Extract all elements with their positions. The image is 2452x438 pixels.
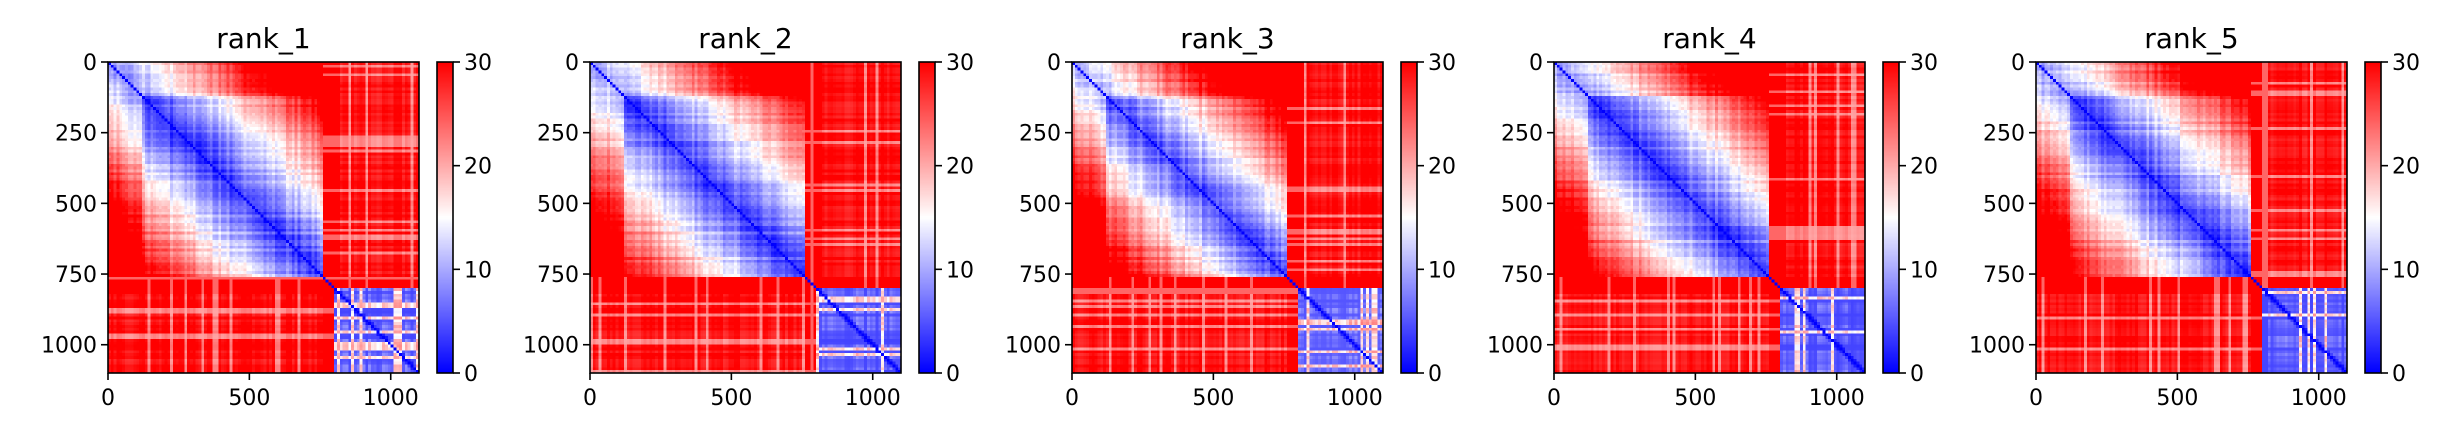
y-tick-label: 1000 (1487, 334, 1543, 359)
heatmap-image (1072, 62, 1383, 373)
y-tick-label: 0 (565, 51, 579, 76)
y-tick-label: 500 (1501, 192, 1543, 217)
axes-frame (1071, 61, 1384, 374)
x-tick-label: 500 (1192, 386, 1234, 411)
y-tick-label: 500 (55, 192, 97, 217)
y-tick-label: 500 (1019, 192, 1061, 217)
x-tick-label: 500 (1674, 386, 1716, 411)
colorbar (437, 62, 453, 373)
heatmap-panel-3: rank_3 0 500 1000 0 250 500 750 1000 0 10 20 30 (1005, 22, 1456, 411)
y-tick-label: 0 (1529, 51, 1543, 76)
y-tick-label: 750 (55, 263, 97, 288)
panel-title: rank_3 (1180, 22, 1274, 55)
colorbar-tick-label: 30 (2392, 51, 2420, 76)
y-tick-label: 1000 (523, 334, 579, 359)
colorbar-tick-label: 0 (1428, 362, 1442, 387)
y-tick-label: 1000 (1005, 334, 1061, 359)
axes-frame (589, 61, 902, 374)
panel-title: rank_1 (216, 22, 310, 55)
y-tick-label: 0 (1047, 51, 1061, 76)
colorbar-frame (918, 61, 936, 374)
colorbar-tick-label: 30 (1910, 51, 1938, 76)
y-tick-label: 250 (1501, 122, 1543, 147)
colorbar-frame (1400, 61, 1418, 374)
y-tick-label: 1000 (41, 334, 97, 359)
colorbar-tick-label: 10 (2392, 258, 2420, 283)
colorbar (1401, 62, 1417, 373)
colorbar-tick-label: 0 (464, 362, 478, 387)
heatmap-image (590, 62, 901, 373)
x-tick-label: 500 (710, 386, 752, 411)
y-tick-label: 250 (537, 122, 579, 147)
colorbar-tick-label: 30 (1428, 51, 1456, 76)
colorbar-tick-label: 10 (1428, 258, 1456, 283)
x-tick-label: 0 (1065, 386, 1079, 411)
colorbar-tick-label: 10 (1910, 258, 1938, 283)
colorbar-tick-label: 30 (946, 51, 974, 76)
x-tick-label: 1000 (1327, 386, 1383, 411)
x-tick-label: 0 (1547, 386, 1561, 411)
colorbar-tick-label: 10 (464, 258, 492, 283)
colorbar-tick-label: 30 (464, 51, 492, 76)
axes-frame (2035, 61, 2348, 374)
x-tick-label: 0 (2029, 386, 2043, 411)
x-tick-label: 0 (101, 386, 115, 411)
y-tick-label: 750 (537, 263, 579, 288)
heatmap-panel-2: rank_2 0 500 1000 0 250 500 750 1000 0 10 20 30 (523, 22, 974, 411)
y-tick-label: 250 (1019, 122, 1061, 147)
panel-title: rank_5 (2144, 22, 2238, 55)
colorbar-frame (1882, 61, 1900, 374)
colorbar-frame (436, 61, 454, 374)
axes-frame (107, 61, 420, 374)
x-tick-label: 1000 (845, 386, 901, 411)
y-tick-label: 0 (2011, 51, 2025, 76)
panel-title: rank_2 (698, 22, 792, 55)
y-tick-label: 500 (537, 192, 579, 217)
x-tick-label: 1000 (2291, 386, 2347, 411)
y-tick-label: 500 (1983, 192, 2025, 217)
heatmap-panel-5: rank_5 0 500 1000 0 250 500 750 1000 0 10 20 30 (1969, 22, 2420, 411)
y-tick-label: 1000 (1969, 334, 2025, 359)
colorbar-tick-label: 20 (464, 155, 492, 180)
y-tick-label: 750 (1983, 263, 2025, 288)
colorbar-tick-label: 20 (2392, 155, 2420, 180)
colorbar-tick-label: 0 (1910, 362, 1924, 387)
x-tick-label: 500 (228, 386, 270, 411)
colorbar-tick-label: 20 (1910, 155, 1938, 180)
colorbar-tick-label: 0 (2392, 362, 2406, 387)
heatmap-panel-4: rank_4 0 500 1000 0 250 500 750 1000 0 10 20 30 (1487, 22, 1938, 411)
x-tick-label: 1000 (363, 386, 419, 411)
colorbar-tick-label: 10 (946, 258, 974, 283)
colorbar (1883, 62, 1899, 373)
y-tick-label: 250 (1983, 122, 2025, 147)
y-tick-label: 750 (1501, 263, 1543, 288)
y-tick-label: 0 (83, 51, 97, 76)
x-tick-label: 0 (583, 386, 597, 411)
colorbar-frame (2364, 61, 2382, 374)
colorbar (919, 62, 935, 373)
y-tick-label: 750 (1019, 263, 1061, 288)
heatmap-image (2036, 62, 2347, 373)
axes-frame (1553, 61, 1866, 374)
colorbar-tick-label: 20 (946, 155, 974, 180)
heatmap-image (108, 62, 419, 373)
colorbar-tick-label: 0 (946, 362, 960, 387)
panel-title: rank_4 (1662, 22, 1756, 55)
y-tick-label: 250 (55, 122, 97, 147)
colorbar (2365, 62, 2381, 373)
x-tick-label: 1000 (1809, 386, 1865, 411)
colorbar-tick-label: 20 (1428, 155, 1456, 180)
heatmap-panel-1: rank_1 0 500 1000 0 250 500 750 1000 0 10 20 30 (41, 22, 492, 411)
x-tick-label: 500 (2156, 386, 2198, 411)
heatmap-image (1554, 62, 1865, 373)
